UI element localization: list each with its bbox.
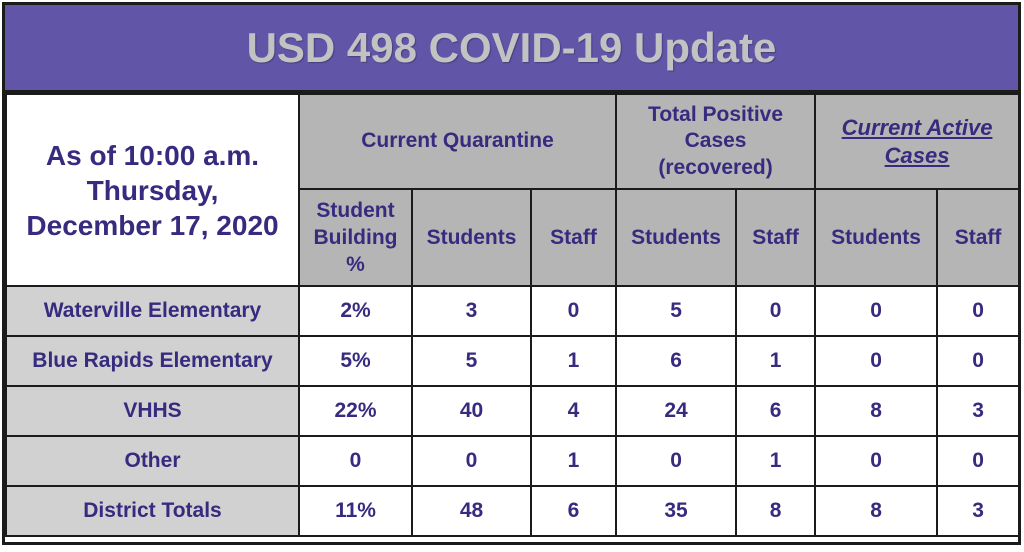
cell-value: 0: [814, 435, 939, 487]
cell-value: 1: [529, 435, 618, 487]
cell-value: 8: [814, 485, 939, 537]
cell-value: 35: [615, 485, 738, 537]
cell-value: 0: [298, 435, 413, 487]
cell-value: 0: [814, 335, 939, 387]
cell-value: 48: [411, 485, 532, 537]
cell-value: 6: [735, 385, 817, 437]
group-header-current-quarantine: Current Quarantine: [297, 93, 618, 190]
row-label: District Totals: [5, 485, 300, 537]
cell-value: 5: [615, 285, 738, 337]
column-header-quarantine-staff: Staff: [529, 188, 618, 287]
cell-value: 3: [936, 485, 1021, 537]
cell-value: 2%: [298, 285, 413, 337]
column-header-positive-students: Students: [615, 188, 738, 287]
cell-value: 0: [936, 335, 1021, 387]
cell-value: 11%: [298, 485, 413, 537]
header-group-row: As of 10:00 a.m. Thursday, December 17, …: [5, 93, 1021, 287]
cell-value: 8: [735, 485, 817, 537]
cell-value: 6: [529, 485, 618, 537]
cell-value: 0: [936, 285, 1021, 337]
cell-value: 40: [411, 385, 532, 437]
covid-update-panel: USD 498 COVID-19 Update As of 10:00 a.m.…: [2, 2, 1021, 545]
title-bar: USD 498 COVID-19 Update: [5, 5, 1018, 93]
cell-value: 3: [411, 285, 532, 337]
column-header-positive-staff: Staff: [735, 188, 817, 287]
table-row-blue-rapids: Blue Rapids Elementary 5% 5 1 6 1 0 0: [5, 335, 1021, 387]
cell-value: 0: [529, 285, 618, 337]
column-header-active-students: Students: [814, 188, 939, 287]
cell-value: 0: [814, 285, 939, 337]
page-title: USD 498 COVID-19 Update: [246, 23, 777, 71]
cell-value: 1: [735, 435, 817, 487]
cell-value: 0: [615, 435, 738, 487]
column-header-active-staff: Staff: [936, 188, 1021, 287]
group-header-current-active-cases: Current Active Cases: [814, 93, 1021, 190]
cell-value: 24: [615, 385, 738, 437]
row-label: VHHS: [5, 385, 300, 437]
cell-value: 5%: [298, 335, 413, 387]
covid-data-table: As of 10:00 a.m. Thursday, December 17, …: [5, 93, 1021, 537]
cell-value: 3: [936, 385, 1021, 437]
cell-value: 0: [936, 435, 1021, 487]
table-row-waterville: Waterville Elementary 2% 3 0 5 0 0 0: [5, 285, 1021, 337]
cell-value: 5: [411, 335, 532, 387]
cell-value: 0: [735, 285, 817, 337]
row-label: Waterville Elementary: [5, 285, 300, 337]
column-header-student-building-pct: Student Building %: [298, 188, 413, 287]
table-row-vhhs: VHHS 22% 40 4 24 6 8 3: [5, 385, 1021, 437]
group-header-total-positive-cases: Total Positive Cases (recovered): [615, 93, 817, 190]
table-row-other: Other 0 0 1 0 1 0 0: [5, 435, 1021, 487]
cell-value: 6: [615, 335, 738, 387]
cell-value: 22%: [298, 385, 413, 437]
row-label: Blue Rapids Elementary: [5, 335, 300, 387]
header-sub-row: Student Building % Students Staff Studen…: [6, 188, 1021, 287]
cell-value: 4: [529, 385, 618, 437]
cell-value: 1: [735, 335, 817, 387]
column-header-quarantine-students: Students: [411, 188, 532, 287]
cell-value: 1: [529, 335, 618, 387]
cell-value: 8: [814, 385, 939, 437]
cell-value: 0: [411, 435, 532, 487]
table-row-district-totals: District Totals 11% 48 6 35 8 8 3: [5, 485, 1021, 537]
as-of-date-header: As of 10:00 a.m. Thursday, December 17, …: [5, 93, 300, 287]
row-label: Other: [5, 435, 300, 487]
